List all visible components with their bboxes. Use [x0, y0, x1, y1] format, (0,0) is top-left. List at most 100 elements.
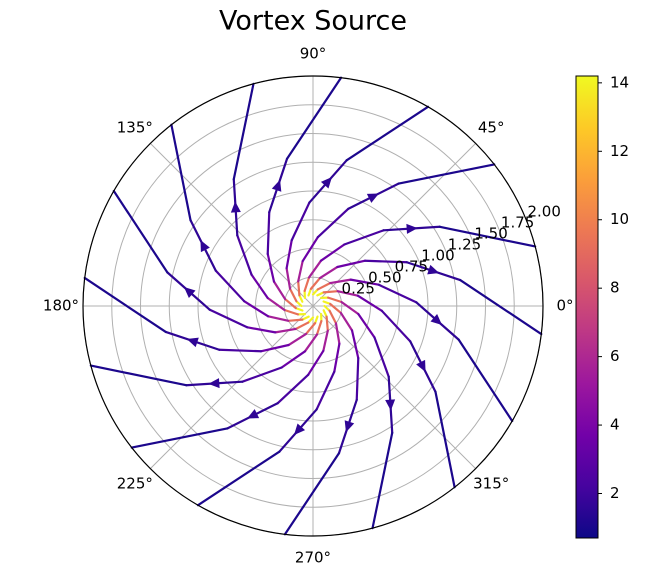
streamline-segment	[259, 343, 290, 353]
streamline-segment	[284, 297, 297, 310]
streamline-segment	[283, 308, 300, 316]
flow-arrow	[208, 378, 220, 389]
streamline-segment	[438, 225, 537, 248]
flow-arrow	[427, 264, 440, 275]
streamline-segment	[241, 366, 283, 383]
streamline-segment	[307, 349, 325, 376]
streamline-segment	[322, 290, 339, 294]
streamline-segment	[274, 327, 297, 334]
colorbar-tick-label: 6	[610, 347, 620, 365]
r-tick-label: 1.50	[474, 224, 507, 242]
streamline-segment	[266, 211, 271, 256]
streamline-segment	[457, 338, 514, 423]
streamline-segment	[283, 452, 341, 536]
streamline-segment	[329, 278, 352, 285]
flow-arrow	[320, 176, 332, 189]
streamline-segment	[373, 336, 390, 378]
streamline-segment	[307, 316, 315, 324]
streamline-segment	[316, 207, 350, 239]
streamline-segment	[322, 329, 329, 352]
flow-arrow	[200, 240, 210, 253]
streamline-segment	[357, 312, 376, 339]
streamline-segment	[285, 267, 292, 290]
streamline-segment	[287, 318, 304, 322]
streamline-segment	[459, 278, 543, 336]
colorbar-tick-label: 8	[610, 279, 620, 297]
colorbar-tick-label: 12	[610, 142, 629, 160]
streamline-segment	[208, 308, 249, 329]
streamline-segment	[285, 76, 343, 160]
theta-tick-label: 270°	[295, 549, 331, 567]
streamline-segment	[363, 259, 408, 264]
theta-tick-label: 180°	[43, 297, 79, 315]
streamline-segment	[297, 260, 304, 283]
streamline-segment	[303, 333, 319, 353]
streamline-segment	[276, 373, 310, 405]
streamline-segment	[307, 259, 323, 279]
r-tick-label: 0.75	[395, 257, 428, 275]
streamline-segment	[214, 269, 246, 303]
flow-arrow	[430, 313, 443, 325]
streamline-segment	[218, 348, 263, 353]
flow-arrow	[366, 193, 379, 203]
streamline-segment	[130, 427, 229, 449]
streamline-segment	[301, 236, 319, 263]
streamline-segment	[316, 281, 332, 291]
streamline-segment	[328, 309, 338, 325]
streamline-segment	[280, 350, 307, 369]
streamline-segment	[285, 239, 293, 270]
streamline-segment	[349, 278, 380, 286]
streamline-segment	[343, 229, 385, 246]
streamline-segment	[301, 315, 310, 321]
streamline-segment	[272, 280, 287, 301]
streamline-segment	[295, 300, 303, 308]
flow-arrow	[186, 337, 199, 348]
streamline-segment	[329, 302, 342, 315]
streamline-segment	[355, 356, 360, 401]
colorbar	[575, 75, 599, 539]
r-tick-label: 1.25	[448, 235, 481, 253]
streamline-segment	[290, 201, 311, 242]
streamline-segment	[297, 280, 301, 297]
polar-frame	[82, 75, 544, 537]
flow-arrow	[385, 399, 396, 411]
flow-arrow	[183, 287, 196, 299]
streamline-segment	[83, 276, 167, 334]
flow-arrow	[416, 359, 426, 372]
streamline-segment	[250, 273, 269, 300]
streamline-segment	[397, 163, 496, 185]
flow-arrow	[294, 423, 306, 436]
streamline-segment	[232, 82, 255, 181]
streamline-segment	[371, 431, 394, 530]
flow-arrow	[406, 223, 418, 234]
streamline-segment	[345, 105, 430, 162]
r-tick-label: 1.00	[421, 246, 454, 264]
theta-grid-line	[150, 143, 314, 307]
streamline-segment	[322, 309, 328, 318]
streamline-segment	[336, 290, 359, 297]
streamline-segment	[298, 294, 304, 303]
colorbar-tick-label: 2	[610, 484, 620, 502]
theta-tick-label: 45°	[478, 118, 505, 136]
streamline-segment	[377, 283, 418, 304]
streamline-segment	[170, 123, 192, 222]
flow-arrow	[344, 420, 355, 433]
streamline-segment	[294, 321, 310, 331]
theta-tick-label: 225°	[117, 475, 153, 493]
streamline-segment	[196, 450, 281, 507]
streamline-segment	[356, 294, 383, 312]
theta-tick-label: 0°	[556, 297, 573, 315]
streamline-segment	[316, 291, 325, 297]
streamline-segment	[307, 287, 312, 297]
streamline-segment	[112, 189, 169, 274]
streamline-segment	[315, 370, 336, 411]
streamline-segment	[326, 296, 343, 304]
streamline-segment	[311, 288, 319, 296]
streamline-segment	[318, 265, 339, 280]
streamline-segment	[304, 322, 317, 335]
theta-tick-label: 315°	[473, 475, 509, 493]
streamline-segment	[340, 300, 360, 316]
streamline-segment	[325, 315, 329, 332]
streamline-segment	[287, 332, 308, 347]
